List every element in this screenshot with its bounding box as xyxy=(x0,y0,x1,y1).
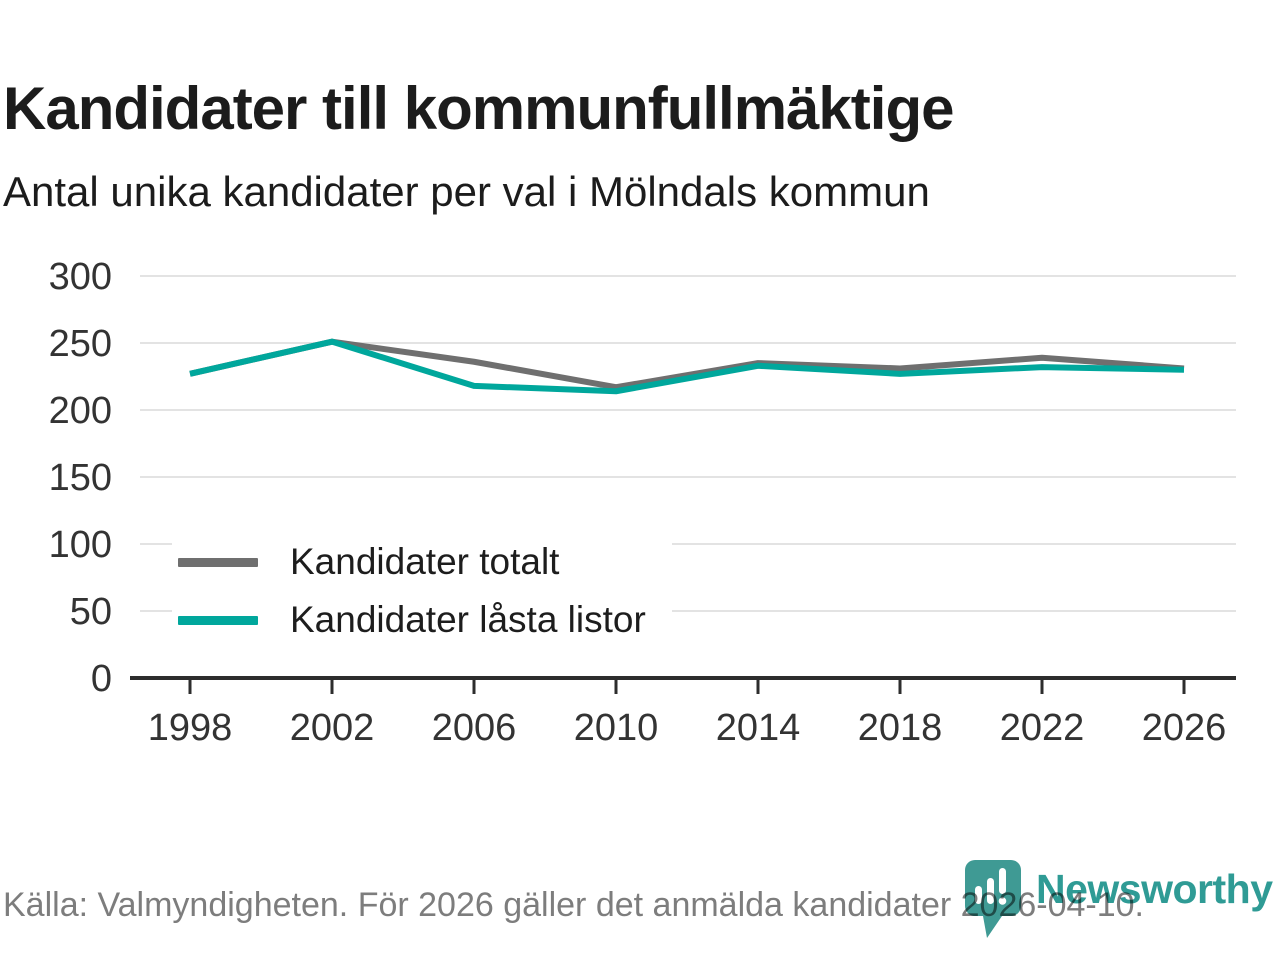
x-tick-label: 2006 xyxy=(432,707,517,749)
x-tick-label: 2022 xyxy=(1000,707,1085,749)
y-tick-label: 300 xyxy=(49,256,112,298)
legend-item-locked: Kandidater låsta listor xyxy=(178,596,646,644)
legend-label-locked: Kandidater låsta listor xyxy=(290,599,646,640)
legend-swatch-locked xyxy=(178,615,258,625)
y-tick-label: 150 xyxy=(49,457,112,499)
legend-item-total: Kandidater totalt xyxy=(178,538,646,586)
page-subtitle: Antal unika kandidater per val i Mölndal… xyxy=(3,168,930,215)
newsworthy-wordmark: Newsworthy xyxy=(1036,866,1273,912)
x-tick-label: 2026 xyxy=(1142,707,1227,749)
x-tick-label: 2014 xyxy=(716,707,801,749)
x-tick-label: 2010 xyxy=(574,707,659,749)
bar-medium xyxy=(987,878,994,904)
data-line-total xyxy=(189,338,1185,391)
newsworthy-logo: Newsworthy xyxy=(962,858,1274,942)
data-line-locked xyxy=(189,338,1185,395)
x-tick-label: 2002 xyxy=(290,707,375,749)
line-chart: 0 50 100 150 200 250 300 1998 2002 2006 2010 2014 20… xyxy=(49,256,1236,749)
bar-chart-pin-icon xyxy=(965,860,1021,938)
bar-small xyxy=(975,886,982,904)
legend: Kandidater totalt Kandidater låsta listo… xyxy=(172,532,672,654)
x-tick-label: 2018 xyxy=(858,707,943,749)
x-tick-label: 1998 xyxy=(148,707,233,749)
source-note: Källa: Valmyndigheten. För 2026 gäller d… xyxy=(3,886,1144,924)
legend-label-total: Kandidater totalt xyxy=(290,541,560,582)
y-tick-label: 0 xyxy=(91,658,112,700)
y-tick-label: 200 xyxy=(49,390,112,432)
exclamation-bar xyxy=(999,868,1006,894)
y-tick-label: 50 xyxy=(70,591,112,633)
legend-swatch-total xyxy=(178,557,258,567)
y-tick-label: 250 xyxy=(49,323,112,365)
page-title: Kandidater till kommunfullmäktige xyxy=(3,75,954,143)
y-tick-label: 100 xyxy=(49,524,112,566)
exclamation-dot xyxy=(998,897,1007,905)
